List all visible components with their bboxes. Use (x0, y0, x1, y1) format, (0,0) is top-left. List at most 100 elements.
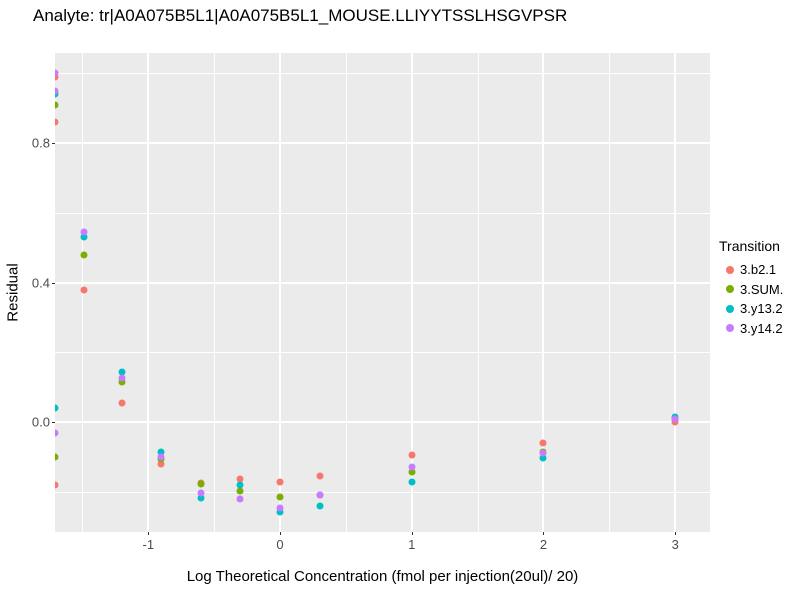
data-point (197, 489, 205, 497)
major-gridline-horizontal (55, 281, 710, 284)
data-point (80, 286, 88, 294)
data-point (55, 453, 59, 461)
legend-entry-label: 3.SUM. (740, 281, 784, 297)
legend-title: Transition (719, 238, 780, 254)
major-gridline-vertical (542, 53, 545, 532)
data-point (408, 451, 416, 459)
x-tick-label: 2 (539, 537, 548, 552)
plot-panel (55, 53, 710, 532)
x-tick-label: 1 (408, 537, 416, 552)
data-point (316, 502, 324, 510)
data-point (276, 478, 284, 486)
legend-entry-label: 3.y13.2 (740, 301, 783, 317)
data-point (55, 87, 59, 95)
data-point (197, 480, 205, 488)
data-point (55, 101, 59, 109)
legend-key (722, 301, 737, 316)
minor-gridline-horizontal (55, 352, 710, 354)
data-point (118, 368, 126, 376)
data-point (55, 118, 59, 126)
x-tick-label: 0 (276, 537, 284, 552)
y-tick-mark (52, 143, 55, 144)
x-tick-mark (411, 532, 413, 535)
legend-dot-icon (725, 285, 734, 294)
data-point (80, 251, 88, 259)
major-gridline-vertical (674, 53, 677, 532)
legend-dot-icon (725, 324, 734, 333)
data-point (80, 233, 88, 241)
data-point (236, 495, 244, 503)
data-point (539, 454, 547, 462)
data-point (118, 399, 126, 407)
data-point (197, 494, 205, 502)
minor-gridline-vertical (609, 53, 611, 532)
data-point (80, 228, 88, 236)
major-gridline-vertical (410, 53, 413, 532)
plot-title: Analyte: tr|A0A075B5L1|A0A075B5L1_MOUSE.… (33, 6, 568, 25)
data-point (55, 73, 59, 81)
y-tick-label: 0.4 (31, 275, 50, 291)
data-point (539, 449, 547, 457)
data-point (55, 404, 59, 412)
x-tick-mark (148, 532, 150, 535)
data-point (118, 378, 126, 386)
major-gridline-horizontal (55, 421, 710, 424)
minor-gridline-vertical (345, 53, 347, 532)
data-point (157, 460, 165, 468)
x-tick-mark (543, 532, 545, 535)
y-axis-title-text: Residual (4, 263, 22, 322)
data-point (276, 508, 284, 516)
legend-dot-icon (725, 304, 734, 313)
y-tick-mark (52, 422, 55, 424)
legend-entry: 3.y13.2 (718, 299, 798, 319)
legend-key (722, 321, 737, 336)
data-point (236, 475, 244, 483)
minor-gridline-vertical (477, 53, 479, 532)
data-point (276, 504, 284, 512)
legend-entry-label: 3.y14.2 (740, 320, 783, 336)
x-tick-label: 3 (671, 537, 679, 552)
data-point (55, 90, 59, 98)
y-axis-title: Residual (2, 53, 24, 532)
legend-key (722, 262, 737, 277)
data-point (118, 374, 126, 382)
minor-gridline-horizontal (55, 212, 710, 214)
data-point (539, 439, 547, 447)
minor-gridline-horizontal (55, 491, 710, 493)
legend-entry: 3.SUM. (718, 280, 798, 300)
x-tick-mark (675, 532, 677, 535)
legend-dot-icon (725, 265, 734, 274)
x-tick-mark (280, 532, 281, 535)
legend-entry: 3.y14.2 (718, 319, 798, 339)
legend-key (722, 282, 737, 297)
x-tick-label: -1 (142, 537, 155, 552)
y-tick-label: 0.0 (31, 414, 50, 430)
data-point (236, 487, 244, 495)
major-gridline-vertical (147, 53, 150, 532)
data-point (408, 463, 416, 471)
data-point (316, 491, 324, 499)
data-point (276, 493, 284, 501)
data-point (671, 415, 679, 423)
data-point (236, 481, 244, 489)
y-tick-label: 0.8 (31, 135, 50, 151)
data-point (408, 468, 416, 476)
data-point (157, 453, 165, 461)
x-axis-title: Log Theoretical Concentration (fmol per … (186, 568, 579, 585)
y-tick-mark (52, 282, 55, 284)
data-point (55, 69, 59, 77)
major-gridline-horizontal (55, 142, 710, 144)
data-point (157, 448, 165, 456)
data-point (55, 429, 59, 437)
data-point (55, 481, 59, 489)
legend-entries: 3.b2.1 3.SUM. 3.y13.2 3.y14.2 (718, 260, 798, 338)
legend-entry-label: 3.b2.1 (740, 262, 777, 278)
minor-gridline-horizontal (55, 73, 710, 75)
data-point (316, 472, 324, 480)
legend: Transition 3.b2.1 3.SUM. 3.y13.2 3.y14.2 (718, 238, 798, 338)
minor-gridline-vertical (214, 53, 216, 532)
major-gridline-vertical (279, 53, 281, 532)
legend-entry: 3.b2.1 (718, 260, 798, 280)
data-point (408, 478, 416, 486)
